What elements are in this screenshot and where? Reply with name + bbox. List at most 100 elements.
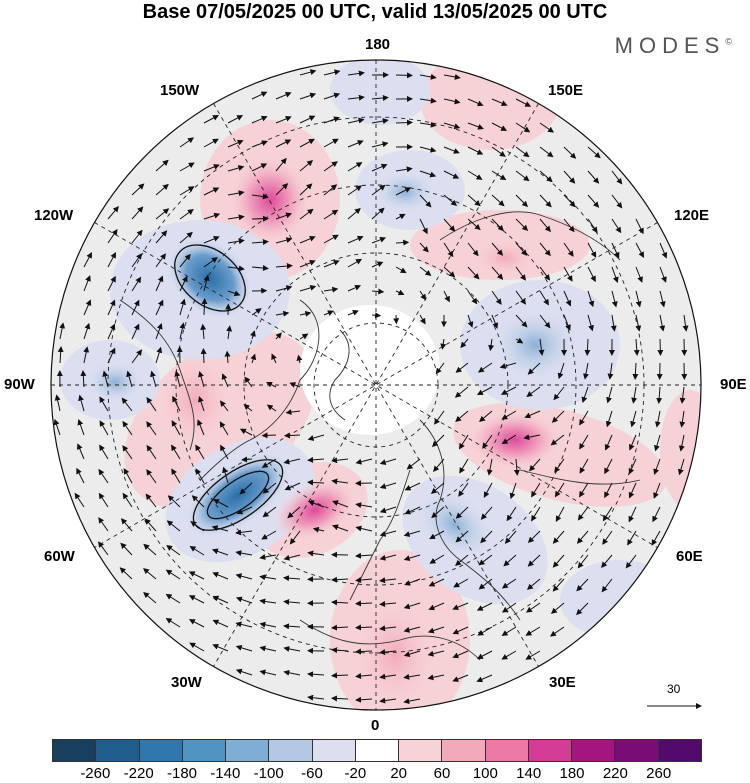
wind-vector [179,186,195,196]
wind-vector [283,669,301,676]
wind-vector [539,290,549,306]
wind-vector [190,521,205,532]
wind-vector [266,381,277,388]
wind-vector [219,421,229,436]
wind-vector [605,410,613,428]
wind-vector [235,668,253,676]
wind-vector [179,275,188,292]
wind-vector [515,242,528,256]
wind-vector [235,573,253,580]
wind-vector [611,290,618,308]
wind-vector [419,242,429,253]
wind-vector [552,578,565,592]
wind-vector [262,482,277,494]
wind-vector [235,550,253,557]
wind-vector [443,98,461,105]
wind-vector [250,330,256,340]
wind-vector [628,434,637,451]
wind-vector [611,266,619,284]
wind-vector [235,621,253,628]
wind-vector [454,386,469,398]
colorbar-swatch [226,740,270,761]
wind-vector [611,242,620,259]
wind-vector [635,242,644,258]
wind-vector [459,458,469,474]
wind-vector [539,218,551,233]
wind-vector [179,298,186,316]
wind-vector [126,370,133,388]
wind-vector [557,362,565,380]
wind-vector [526,578,541,590]
wind-vector [428,602,445,611]
colorbar-tick-label: -20 [344,765,367,782]
wind-vector [107,228,118,244]
wind-vector [347,310,359,316]
wind-vector [581,386,589,404]
wind-vector [419,97,437,104]
colorbar-swatch [182,740,227,761]
wind-vector [323,69,341,76]
wind-vector [539,242,551,257]
wind-vector [579,434,589,450]
wind-vector [143,591,157,604]
wind-vector [262,506,277,518]
wind-vector [227,214,245,221]
wind-vector [657,338,664,356]
wind-vector [539,170,553,183]
wind-vector [284,482,301,491]
wind-vector [395,213,406,220]
wind-vector [625,554,637,569]
wind-vector [198,395,205,412]
wind-vector [251,91,268,100]
wind-vector [431,506,445,519]
wind-vector [379,577,397,584]
wind-vector [146,396,157,412]
wind-vector [525,626,541,636]
wind-vector [98,492,109,508]
reference-vector-label: 30 [667,682,681,696]
wind-vector [482,434,493,449]
wind-vector [143,543,157,556]
wind-vector [323,260,340,268]
wind-vector [188,619,205,628]
wind-vector [419,121,437,128]
wind-vector [155,230,168,244]
wind-vector [554,458,565,473]
wind-vector [549,626,565,637]
wind-vector [271,353,277,364]
wind-vector [299,208,314,220]
wind-vector [131,276,142,292]
wind-vector [299,183,313,196]
wind-vector [458,482,469,497]
wind-vector [155,183,169,196]
wind-vector [491,146,506,157]
wind-vector [501,602,517,613]
wind-vector [251,115,268,124]
wind-vector [155,253,166,268]
wind-vector [486,458,493,476]
wind-vector [226,325,233,340]
wind-vector [483,482,493,498]
wind-vector [419,314,426,325]
wind-vector [107,323,116,340]
wind-vector [83,322,91,340]
wind-vector [99,444,109,460]
wind-vector [419,290,427,301]
wind-vector [403,554,421,562]
wind-vector [171,468,181,484]
wind-vector [347,235,364,244]
wind-vector [251,265,269,272]
wind-vector [165,569,181,580]
wind-vector [107,299,116,316]
wind-vector [197,419,205,436]
wind-vector [146,469,157,484]
wind-vector [83,299,92,316]
wind-vector [224,350,231,364]
wind-vector [308,500,325,508]
wind-vector [395,187,412,196]
wind-vector [515,337,524,344]
wind-vector [203,236,220,244]
wind-vector [515,266,526,281]
wind-vector [203,138,219,148]
colorbar-swatch [658,740,701,761]
